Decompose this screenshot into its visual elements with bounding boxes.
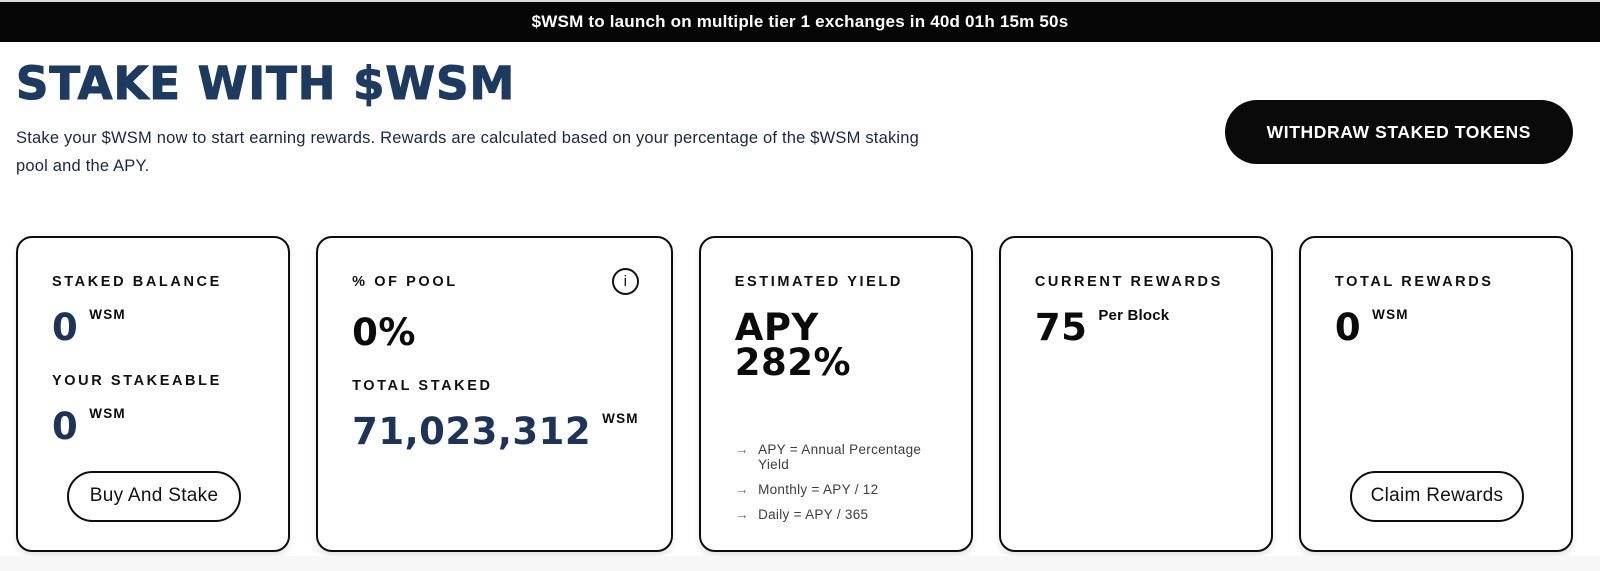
total-rewards-value: 0 — [1334, 305, 1362, 349]
total-rewards-unit: WSM — [1372, 306, 1409, 322]
withdraw-staked-tokens-button[interactable]: WITHDRAW STAKED TOKENS — [1224, 100, 1573, 164]
your-stakeable-value-row: 0 WSM — [52, 404, 256, 448]
claim-rewards-button[interactable]: Claim Rewards — [1350, 470, 1524, 522]
header-row: STAKE WITH $WSM Stake your $WSM now to s… — [15, 57, 1573, 180]
total-rewards-value-row: 0 WSM — [1334, 305, 1539, 349]
stats-cards-row: STAKED BALANCE 0 WSM YOUR STAKEABLE 0 WS… — [16, 235, 1573, 552]
announcement-text: $WSM to launch on multiple tier 1 exchan… — [531, 12, 1069, 31]
total-staked-value-row: 71,023,312 WSM — [352, 409, 639, 453]
main-content: STAKE WITH $WSM Stake your $WSM now to s… — [0, 42, 1600, 552]
your-stakeable-label: YOUR STAKEABLE — [52, 372, 222, 389]
apy-note-text: APY = Annual Percentage Yield — [758, 441, 922, 472]
total-staked-value: 71,023,312 — [352, 409, 592, 453]
pool-share-label-row: % OF POOL i — [352, 267, 639, 295]
apy-notes: → APY = Annual Percentage Yield → Monthl… — [735, 441, 939, 522]
staked-balance-unit: WSM — [89, 306, 126, 322]
pool-share-value: 0% — [352, 310, 416, 354]
apy-note-definition: → APY = Annual Percentage Yield — [735, 441, 939, 472]
your-stakeable-unit: WSM — [89, 405, 126, 421]
pool-share-value-row: 0% — [352, 310, 639, 354]
apy-note-text: Monthly = APY / 12 — [758, 481, 879, 497]
announcement-banner: $WSM to launch on multiple tier 1 exchan… — [0, 0, 1600, 42]
current-rewards-value: 75 — [1034, 305, 1088, 349]
estimated-yield-value: APY 282% — [734, 305, 852, 384]
staked-balance-value-row: 0 WSM — [52, 305, 256, 349]
header-left: STAKE WITH $WSM Stake your $WSM now to s… — [15, 57, 921, 180]
estimated-yield-card: ESTIMATED YIELD APY 282% → APY = Annual … — [698, 235, 973, 552]
page-description: Stake your $WSM now to start earning rew… — [16, 128, 920, 175]
page-title: STAKE WITH $WSM — [15, 57, 516, 110]
current-rewards-label: CURRENT REWARDS — [1034, 273, 1223, 290]
buy-and-stake-button[interactable]: Buy And Stake — [67, 470, 241, 522]
estimated-yield-value-row: APY 282% — [734, 305, 939, 384]
current-rewards-card: CURRENT REWARDS 75 Per Block — [998, 235, 1273, 552]
apy-note-monthly: → Monthly = APY / 12 — [735, 481, 939, 497]
total-rewards-card: TOTAL REWARDS 0 WSM Claim Rewards — [1298, 235, 1573, 552]
pool-share-label: % OF POOL — [352, 273, 458, 290]
apy-note-text: Daily = APY / 365 — [758, 506, 869, 522]
current-rewards-unit: Per Block — [1098, 306, 1170, 324]
next-section-edge — [0, 556, 1600, 571]
staked-balance-label: STAKED BALANCE — [52, 273, 222, 290]
total-staked-unit: WSM — [602, 410, 639, 426]
current-rewards-value-row: 75 Per Block — [1034, 305, 1239, 349]
staked-balance-card: STAKED BALANCE 0 WSM YOUR STAKEABLE 0 WS… — [16, 235, 291, 552]
estimated-yield-label: ESTIMATED YIELD — [734, 273, 903, 290]
total-staked-label: TOTAL STAKED — [352, 377, 493, 394]
arrow-right-icon: → — [734, 440, 750, 457]
apy-note-daily: → Daily = APY / 365 — [735, 506, 939, 522]
your-stakeable-value: 0 — [52, 404, 79, 448]
arrow-right-icon: → — [734, 505, 750, 522]
info-icon[interactable]: i — [611, 267, 639, 295]
pool-share-card: % OF POOL i 0% TOTAL STAKED 71,023,312 W… — [316, 235, 673, 552]
arrow-right-icon: → — [734, 480, 750, 497]
staked-balance-value: 0 — [52, 305, 79, 349]
total-rewards-label: TOTAL REWARDS — [1334, 273, 1494, 290]
